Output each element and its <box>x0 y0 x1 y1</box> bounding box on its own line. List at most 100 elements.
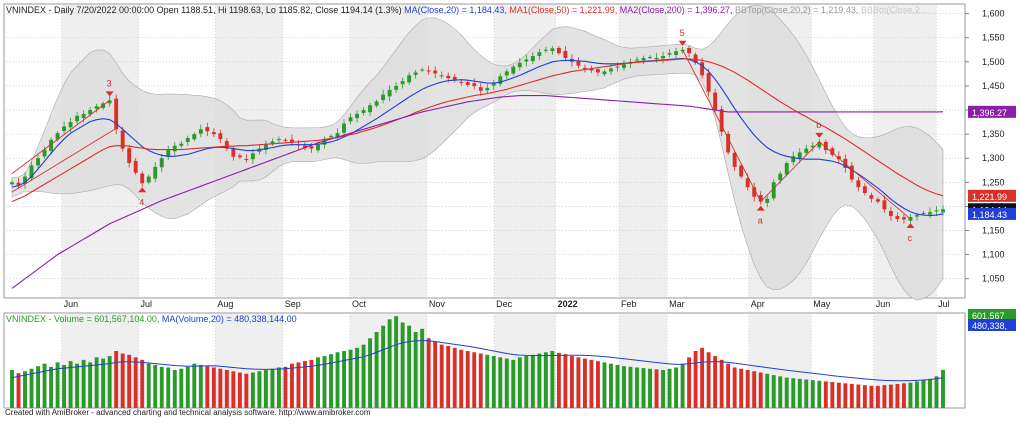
x-tick-label: Jun <box>876 299 891 309</box>
volume-last-value-tag <box>968 319 1016 331</box>
ma200-line <box>11 95 944 289</box>
volume-bar <box>921 380 926 408</box>
candle-body <box>941 209 945 213</box>
volume-bar <box>765 373 770 408</box>
candle-body <box>915 215 919 217</box>
volume-bar <box>563 354 568 408</box>
volume-bar <box>778 376 783 408</box>
candle-body <box>888 211 893 217</box>
candle-body <box>107 100 112 104</box>
candle-body <box>823 141 828 151</box>
candle-body <box>511 66 516 74</box>
volume-bar <box>934 376 939 408</box>
candle-body <box>250 153 255 160</box>
volume-bar <box>895 383 900 408</box>
volume-bar <box>602 362 607 408</box>
candle-body <box>29 165 34 179</box>
volume-bar <box>615 364 620 408</box>
volume-bar <box>88 362 93 408</box>
candle-body <box>556 47 561 54</box>
x-tick-label: Dec <box>496 299 513 309</box>
volume-bar <box>875 385 880 408</box>
wave-arrow <box>756 205 765 211</box>
x-tick-label: Sep <box>285 299 301 309</box>
candle-body <box>537 52 542 57</box>
volume-bar <box>127 354 132 408</box>
volume-bar <box>524 356 529 408</box>
candle-body <box>895 216 900 219</box>
x-tick-label: Feb <box>621 299 637 309</box>
candle-body <box>921 212 926 214</box>
candle-body <box>726 133 731 153</box>
candle-body <box>276 138 281 140</box>
candle-body <box>934 210 939 212</box>
volume-bar <box>250 372 255 408</box>
volume-bar <box>817 380 822 408</box>
candle-body <box>172 145 177 152</box>
candle-body <box>491 83 496 86</box>
candle-body <box>36 158 40 166</box>
candle-body <box>420 69 425 71</box>
volume-bar <box>843 383 848 408</box>
candle-body <box>654 57 659 60</box>
volume-bar <box>680 363 685 408</box>
candle-body <box>185 137 190 143</box>
volume-bar <box>75 363 80 408</box>
volume-bar <box>55 362 60 408</box>
candle-body <box>205 127 210 132</box>
candle-body <box>674 51 679 55</box>
candle-body <box>791 156 796 163</box>
price-last-value-tag <box>968 105 1016 118</box>
candle-body <box>16 182 21 186</box>
wave-arrow <box>678 40 687 46</box>
volume-bar <box>667 368 672 408</box>
candle-body <box>407 75 412 83</box>
volume-bar <box>172 370 177 408</box>
candle-body <box>667 53 672 55</box>
candle-body <box>94 106 99 109</box>
volume-bar <box>394 316 399 408</box>
volume-bar <box>700 347 705 408</box>
volume-bar <box>915 381 919 408</box>
candle-body <box>439 75 444 77</box>
candle-body <box>303 145 307 148</box>
month-shade <box>61 314 139 407</box>
candle-body <box>869 195 874 199</box>
candle-body <box>446 75 451 79</box>
volume-bar <box>928 378 932 408</box>
candle-body <box>595 69 600 73</box>
volume-bar <box>16 373 21 408</box>
volume-bar <box>465 351 470 408</box>
candle-body <box>348 117 353 122</box>
candle-body <box>114 98 119 130</box>
volume-bar <box>407 325 412 408</box>
candle-body <box>732 152 737 167</box>
candle-body <box>648 57 652 59</box>
volume-bar <box>381 325 386 408</box>
candle-body <box>283 139 288 141</box>
x-tick-label: May <box>813 299 831 309</box>
volume-last-value-label: 601,567 <box>972 311 1005 321</box>
candle-body <box>784 163 789 175</box>
volume-bar <box>693 351 698 408</box>
candle-body <box>218 133 223 139</box>
price-y-tick: 1,450 <box>982 81 1005 91</box>
volume-bar <box>810 380 815 408</box>
candle-body <box>192 134 197 140</box>
candle-body <box>394 85 399 90</box>
wave-label: 4 <box>139 197 144 207</box>
candle-body <box>166 149 171 157</box>
volume-bar <box>791 378 796 408</box>
candle-body <box>368 105 373 113</box>
candle-body <box>589 68 594 71</box>
volume-bar <box>361 344 366 408</box>
footer-credit: Created with AmiBroker - advanced charti… <box>5 408 371 417</box>
price-header: VNINDEX - Daily 7/20/2022 00:00:00 Open … <box>6 5 927 15</box>
volume-bar <box>537 353 542 408</box>
candle-body <box>804 148 809 153</box>
volume-bar <box>491 356 496 408</box>
candle-body <box>153 166 158 179</box>
candle-body <box>830 148 835 155</box>
price-last-value-label: 1,184.43 <box>972 210 1007 220</box>
volume-bar <box>179 368 184 408</box>
